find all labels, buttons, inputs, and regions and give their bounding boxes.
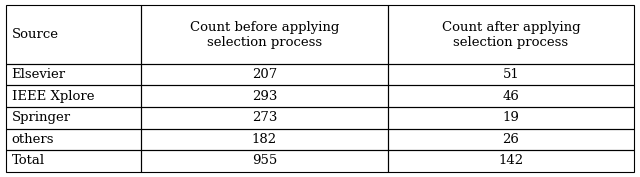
Text: Elsevier: Elsevier <box>12 68 66 81</box>
Bar <box>141 150 388 172</box>
Text: others: others <box>12 133 54 146</box>
Text: 207: 207 <box>252 68 277 81</box>
Text: 293: 293 <box>252 90 277 103</box>
Text: IEEE Xplore: IEEE Xplore <box>12 90 94 103</box>
Bar <box>6 64 141 85</box>
Text: 26: 26 <box>502 133 520 146</box>
Bar <box>141 107 388 129</box>
Bar <box>6 150 141 172</box>
Bar <box>6 129 141 150</box>
Text: Total: Total <box>12 154 45 167</box>
Text: 182: 182 <box>252 133 277 146</box>
Text: Springer: Springer <box>12 111 70 124</box>
Text: 273: 273 <box>252 111 277 124</box>
Bar <box>6 107 141 129</box>
Text: 955: 955 <box>252 154 277 167</box>
Bar <box>388 107 634 129</box>
Text: Count before applying
selection process: Count before applying selection process <box>190 21 339 48</box>
Text: Source: Source <box>12 28 58 41</box>
Bar <box>388 64 634 85</box>
Bar <box>388 85 634 107</box>
Text: 51: 51 <box>502 68 519 81</box>
Bar <box>388 150 634 172</box>
Text: Count after applying
selection process: Count after applying selection process <box>442 21 580 48</box>
Bar <box>6 5 141 64</box>
Bar <box>388 129 634 150</box>
Bar <box>6 85 141 107</box>
Text: 142: 142 <box>499 154 524 167</box>
Bar <box>141 5 388 64</box>
Text: 46: 46 <box>502 90 520 103</box>
Bar <box>141 129 388 150</box>
Bar <box>141 85 388 107</box>
Text: 19: 19 <box>502 111 520 124</box>
Bar <box>388 5 634 64</box>
Bar <box>141 64 388 85</box>
